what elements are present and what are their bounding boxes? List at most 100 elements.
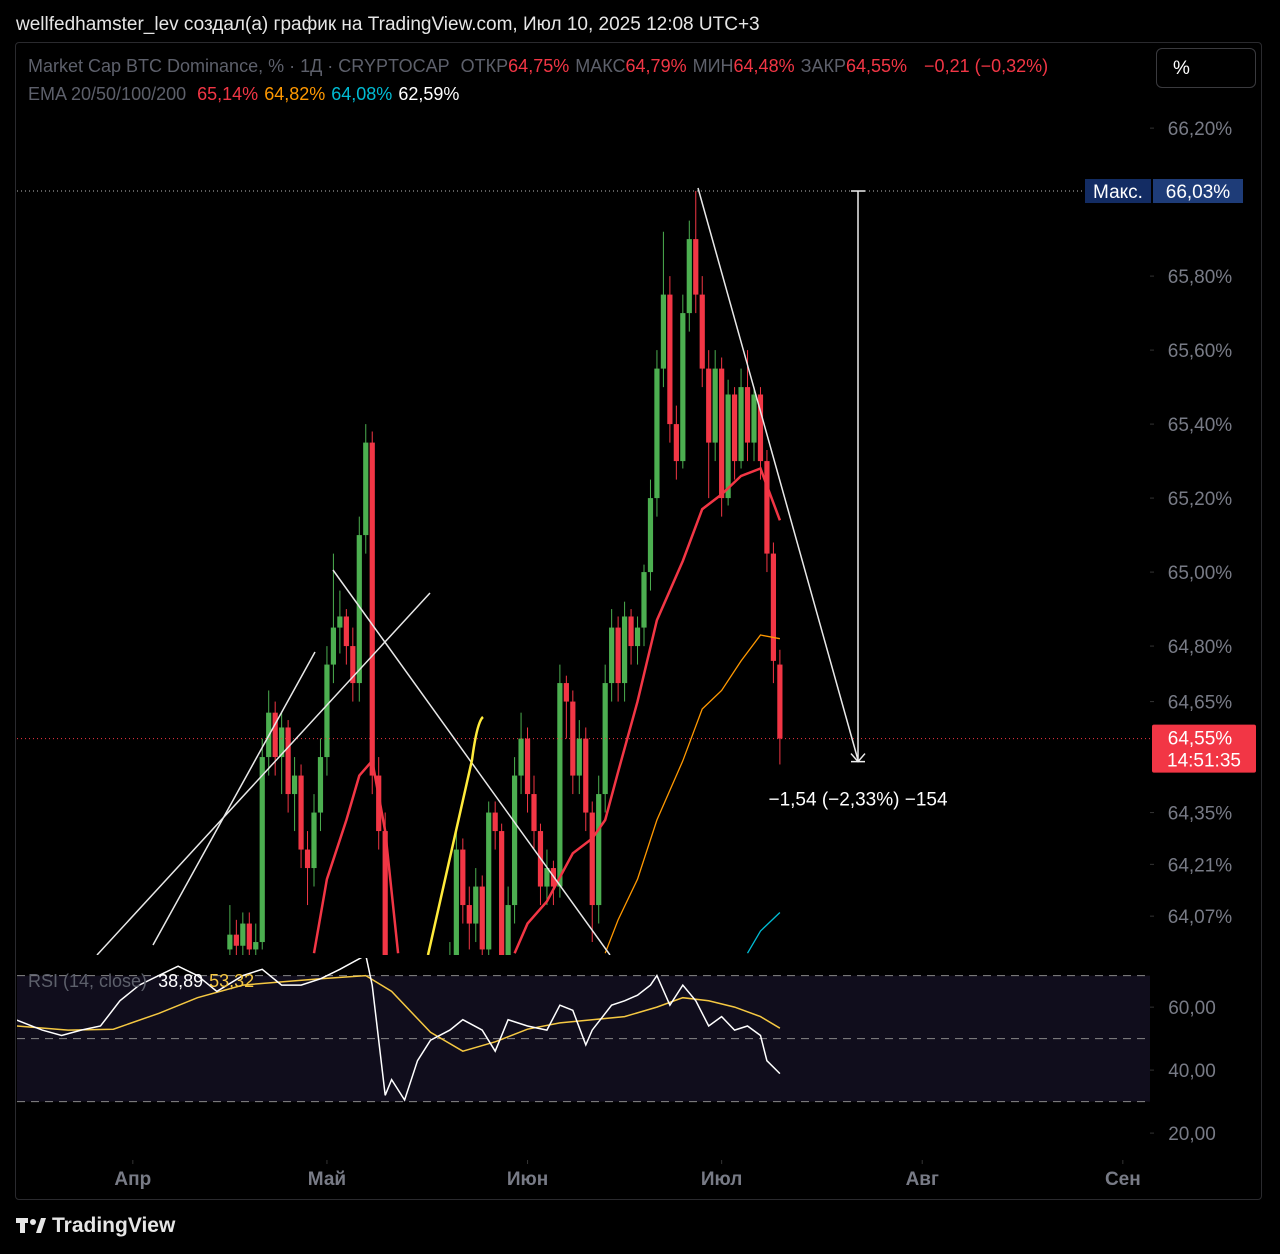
rsi-title: RSI (14, close) <box>28 971 148 991</box>
ohlc-value: 64,48% <box>733 56 795 76</box>
rsi-pane <box>17 958 781 1102</box>
ohlc-value: 64,79% <box>625 56 687 76</box>
candle-body <box>770 553 777 661</box>
candle-body <box>311 812 317 869</box>
ema-value: 65,14% <box>197 84 259 104</box>
candle-body <box>330 627 337 665</box>
candle-body <box>363 442 369 536</box>
y-tick-label: 66,20% <box>1168 119 1233 140</box>
candle-body <box>376 775 382 832</box>
ema-line <box>604 634 781 954</box>
candle-body <box>246 923 252 950</box>
candle-body <box>719 368 725 499</box>
trend-line <box>96 592 431 955</box>
y-tick-label: 65,00% <box>1168 563 1233 584</box>
candle-body <box>382 831 388 955</box>
candle-body <box>531 794 537 832</box>
measure-label: −1,54 (−2,33%) −154 <box>768 790 947 811</box>
y-tick-label: 65,60% <box>1168 341 1233 362</box>
candle-body <box>738 387 744 462</box>
max-value-box <box>1153 179 1243 204</box>
trend-line <box>152 651 316 946</box>
candle-body <box>654 368 660 499</box>
candle-body <box>304 849 311 869</box>
candle-body <box>227 934 233 950</box>
candle-body <box>291 775 298 795</box>
last-price: 64,55% <box>1168 729 1233 750</box>
change: −0,21 (−0,32%) <box>924 56 1049 76</box>
ohlc-value: 64,75% <box>508 56 570 76</box>
ohlc-label: ОТКР <box>460 56 509 76</box>
candle-body <box>466 905 472 924</box>
price-pane <box>227 191 783 955</box>
ema-line <box>746 912 781 954</box>
trend-line <box>697 187 859 761</box>
candle-body <box>712 368 718 443</box>
y-tick-label: 64,80% <box>1168 637 1233 658</box>
max-label-box <box>1085 179 1151 204</box>
candle-body <box>343 616 349 647</box>
candle-body <box>233 934 239 946</box>
ema-line <box>312 466 782 954</box>
measure-arrowhead <box>850 753 866 763</box>
caption: wellfedhamster_lev создал(а) график на T… <box>16 14 760 35</box>
chart-frame <box>15 42 1262 1200</box>
candle-body <box>693 239 699 295</box>
y-tick-label: 65,20% <box>1168 489 1233 510</box>
x-tick-label: Авг <box>906 1169 939 1190</box>
percent-button[interactable]: % <box>1156 48 1256 88</box>
candle-body <box>356 535 362 684</box>
candle-body <box>563 683 569 702</box>
max-label: Макс. <box>1093 182 1143 203</box>
candle-body <box>473 886 479 924</box>
drawn-line <box>426 716 484 955</box>
candle-body <box>259 757 265 943</box>
candle-body <box>731 394 738 462</box>
ema-value: 64,82% <box>264 84 326 104</box>
candle-body <box>324 664 330 758</box>
candle-body <box>460 849 466 906</box>
candle-body <box>298 775 304 850</box>
candle-body <box>544 868 550 887</box>
candle-body <box>641 572 647 628</box>
candle-body <box>486 812 492 950</box>
candle-body <box>621 616 628 684</box>
candle-body <box>660 294 667 369</box>
x-tick-label: Май <box>308 1169 346 1190</box>
candle-body <box>628 616 634 647</box>
x-tick-label: Сен <box>1105 1169 1141 1190</box>
rsi-legend: RSI (14, close) 38,89 53,32 <box>28 971 266 992</box>
candle-body <box>499 831 505 955</box>
candle-body <box>253 942 259 950</box>
candle-body <box>492 812 498 832</box>
max-value: 66,03% <box>1166 182 1231 203</box>
candle-body <box>505 905 511 955</box>
y-tick-label: 64,35% <box>1168 804 1233 825</box>
y-tick-label: 64,65% <box>1168 693 1233 714</box>
x-tick-label: Июл <box>701 1169 742 1190</box>
candle-body <box>634 627 641 647</box>
candle-body <box>518 738 524 776</box>
countdown: 14:51:35 <box>1167 751 1241 772</box>
candle-body <box>777 664 783 739</box>
y-tick-label: 65,80% <box>1168 267 1233 288</box>
rsi-line <box>17 974 781 1053</box>
ema-value: 62,59% <box>398 84 460 104</box>
candle-body <box>744 387 751 443</box>
ohlc-label: МИН <box>692 56 734 76</box>
rsi-line <box>17 958 781 1102</box>
candle-body <box>699 294 705 369</box>
candle-body <box>667 294 673 425</box>
candle-body <box>317 757 324 813</box>
rsi-tick-label: 20,00 <box>1168 1124 1216 1145</box>
candle-body <box>589 812 595 906</box>
x-tick-label: Июн <box>507 1169 548 1190</box>
candle-body <box>272 712 278 758</box>
candle-body <box>369 442 375 776</box>
ohlc-legend: Market Cap BTC Dominance, % · 1Д · CRYPT… <box>28 56 1054 77</box>
candle-body <box>647 498 654 573</box>
candle-body <box>576 738 582 776</box>
candle-body <box>764 461 770 554</box>
